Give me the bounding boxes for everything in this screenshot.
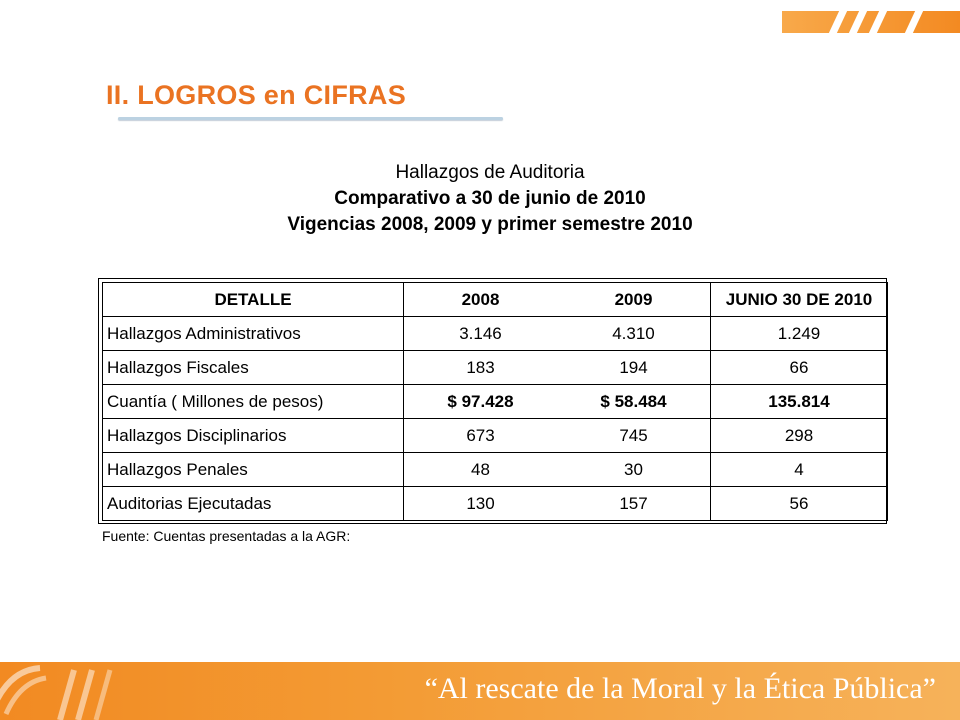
cell-junio: 135.814 xyxy=(710,384,888,419)
slide-title: II. LOGROS en CIFRAS xyxy=(106,80,407,110)
cell-2008: $ 97.428 xyxy=(403,384,557,419)
row-label: Cuantía ( Millones de pesos) xyxy=(102,384,404,419)
table-heading-period: Vigencias 2008, 2009 y primer semestre 2… xyxy=(287,214,693,235)
audit-findings-table: DETALLE 2008 2009 JUNIO 30 DE 2010 Halla… xyxy=(102,282,888,521)
cell-junio: 56 xyxy=(710,486,888,521)
cell-junio: 4 xyxy=(710,452,888,487)
table-row: Hallazgos Disciplinarios 673 745 298 xyxy=(102,418,888,453)
cell-2009: 157 xyxy=(557,486,711,521)
header-detalle: DETALLE xyxy=(102,282,404,317)
institution-logo-icon xyxy=(0,665,113,720)
cell-2008: 48 xyxy=(403,452,557,487)
banner-motto: “Al rescate de la Moral y la Ética Públi… xyxy=(424,672,936,705)
cell-2009: 30 xyxy=(557,452,711,487)
row-label: Auditorias Ejecutadas xyxy=(102,486,404,521)
header-junio: JUNIO 30 DE 2010 xyxy=(710,282,888,317)
row-label: Hallazgos Penales xyxy=(102,452,404,487)
cell-2008: 3.146 xyxy=(403,316,557,351)
table-header-row: DETALLE 2008 2009 JUNIO 30 DE 2010 xyxy=(102,282,888,317)
bottom-banner: “Al rescate de la Moral y la Ética Públi… xyxy=(0,662,960,720)
table-heading: Hallazgos de Auditoria Comparativo a 30 … xyxy=(240,160,740,238)
cell-junio: 298 xyxy=(710,418,888,453)
band-stripe xyxy=(868,11,888,33)
table-heading-subtitle: Comparativo a 30 de junio de 2010 xyxy=(334,188,646,209)
cell-2008: 183 xyxy=(403,350,557,385)
cell-junio: 1.249 xyxy=(710,316,888,351)
cell-2009: 4.310 xyxy=(557,316,711,351)
row-label: Hallazgos Disciplinarios xyxy=(102,418,404,453)
table-row: Hallazgos Fiscales 183 194 66 xyxy=(102,350,888,385)
source-note: Fuente: Cuentas presentadas a la AGR: xyxy=(102,528,351,544)
band-stripe xyxy=(828,11,848,33)
top-decorative-band xyxy=(782,11,960,33)
table-row: Auditorias Ejecutadas 130 157 56 xyxy=(102,486,888,521)
cell-2008: 130 xyxy=(403,486,557,521)
title-underline xyxy=(118,117,503,120)
cell-2009: $ 58.484 xyxy=(557,384,711,419)
table-row: Hallazgos Administrativos 3.146 4.310 1.… xyxy=(102,316,888,351)
cell-junio: 66 xyxy=(710,350,888,385)
row-label: Hallazgos Administrativos xyxy=(102,316,404,351)
table-heading-title: Hallazgos de Auditoria xyxy=(395,162,585,183)
band-stripe xyxy=(904,11,924,33)
cell-2009: 745 xyxy=(557,418,711,453)
cell-2009: 194 xyxy=(557,350,711,385)
header-2008: 2008 xyxy=(403,282,557,317)
table-row: Cuantía ( Millones de pesos) $ 97.428 $ … xyxy=(102,384,888,419)
table-row: Hallazgos Penales 48 30 4 xyxy=(102,452,888,487)
band-stripe xyxy=(848,11,868,33)
row-label: Hallazgos Fiscales xyxy=(102,350,404,385)
header-2009: 2009 xyxy=(557,282,711,317)
cell-2008: 673 xyxy=(403,418,557,453)
